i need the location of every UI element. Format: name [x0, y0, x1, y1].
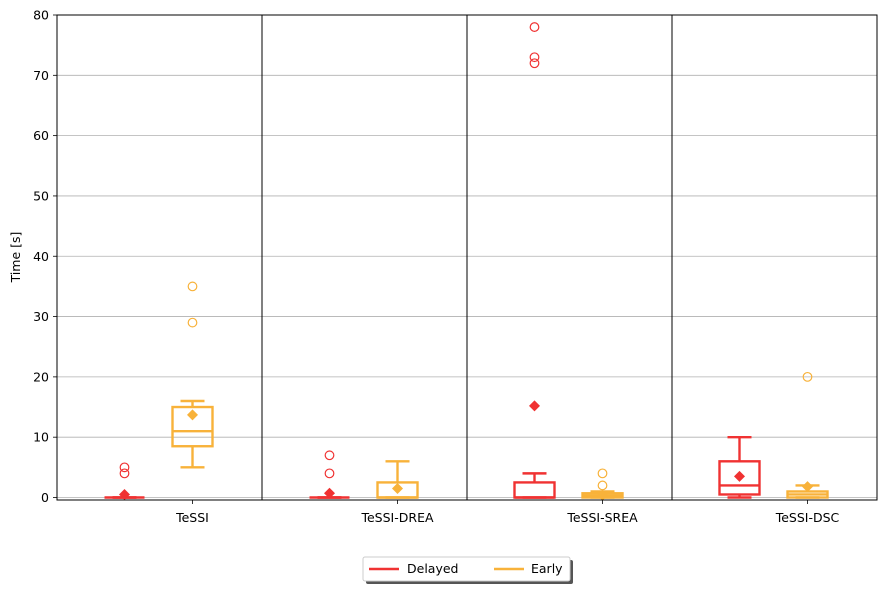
legend-label-early: Early — [531, 561, 563, 576]
mean-marker — [187, 409, 198, 421]
y-tick-label: 30 — [33, 309, 49, 324]
box-plots — [104, 22, 829, 501]
y-axis-label: Time [s] — [8, 232, 23, 284]
outlier-point — [324, 450, 335, 461]
y-tick-label: 70 — [33, 68, 49, 83]
y-tick-label: 20 — [33, 369, 49, 384]
y-tick-label: 10 — [33, 430, 49, 445]
y-tick-label: 80 — [33, 8, 49, 23]
legend-label-delayed: Delayed — [407, 561, 458, 576]
box-iqr — [171, 405, 214, 448]
outlier-point — [119, 462, 130, 473]
mean-marker — [529, 400, 540, 412]
y-tick-label: 40 — [33, 249, 49, 264]
legend: Delayed Early — [362, 556, 573, 584]
y-tick-label: 60 — [33, 128, 49, 143]
box-delayed — [104, 462, 145, 500]
outlier-point — [802, 371, 813, 382]
x-tick-label: TeSSI-SREA — [566, 510, 638, 525]
mean-marker — [734, 470, 745, 482]
outlier-point — [529, 58, 540, 69]
x-tick-label: TeSSI — [175, 510, 209, 525]
x-tick-label: TeSSI-DSC — [775, 510, 840, 525]
outlier-point — [529, 22, 540, 32]
y-axis-ticks: 0 10 20 30 40 50 60 70 80 — [33, 8, 57, 505]
x-tick-label: TeSSI-DREA — [360, 510, 433, 525]
outlier-point — [597, 468, 608, 479]
box-delayed — [718, 435, 761, 499]
box-iqr — [718, 460, 761, 496]
box-delayed — [309, 450, 350, 499]
x-axis-ticks: TeSSI TeSSI-DREA TeSSI-SREA TeSSI-DSC — [175, 500, 840, 525]
box-early — [376, 460, 419, 499]
mean-marker — [324, 487, 335, 499]
plot-frame — [56, 14, 878, 501]
mean-marker — [392, 482, 403, 494]
outlier-point — [187, 317, 198, 328]
outlier-point — [597, 480, 608, 491]
box-delayed — [513, 22, 556, 499]
box-early — [171, 281, 214, 469]
group-separators — [261, 15, 673, 500]
mean-marker — [119, 488, 130, 500]
y-tick-label: 50 — [33, 188, 49, 203]
box-iqr — [513, 481, 556, 499]
outlier-point — [187, 281, 198, 292]
box-early — [786, 371, 829, 499]
outlier-point — [529, 52, 540, 63]
legend-frame — [362, 556, 571, 582]
y-tick-label: 0 — [41, 490, 49, 505]
mean-marker — [802, 481, 813, 493]
box-early — [581, 468, 624, 501]
outlier-point — [119, 468, 130, 479]
mean-marker — [597, 489, 608, 501]
outlier-point — [324, 468, 335, 479]
